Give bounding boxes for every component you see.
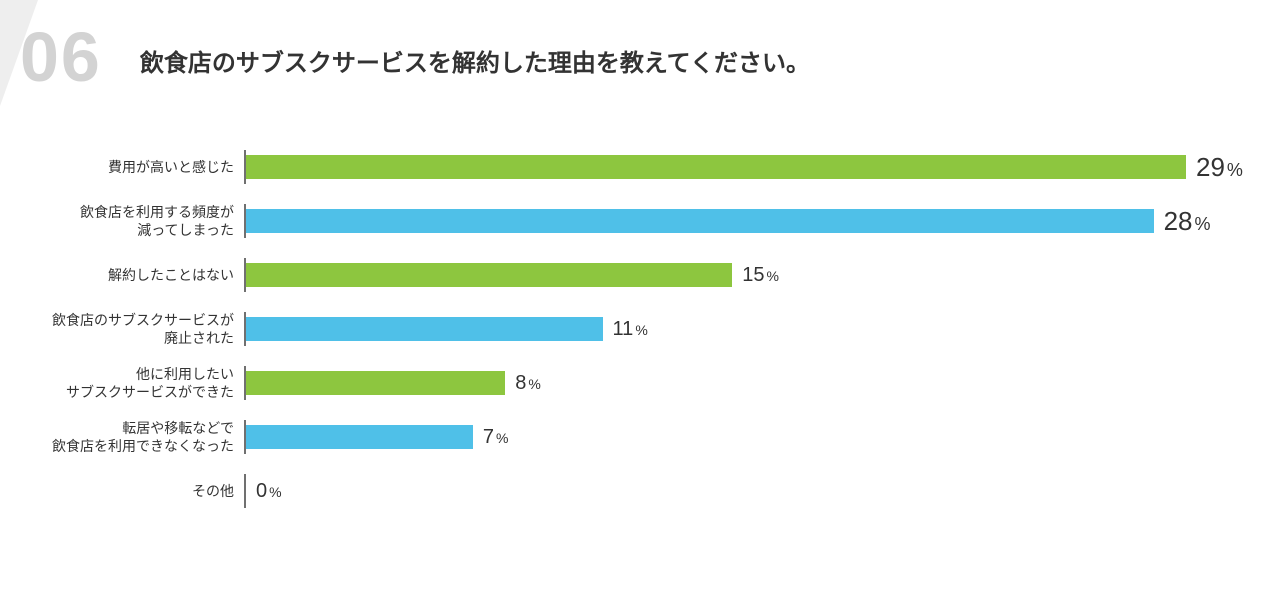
- bar-label: 飲食店のサブスクサービスが 廃止された: [44, 311, 244, 347]
- bar-label: 解約したことはない: [44, 266, 244, 284]
- question-number: 06: [20, 22, 102, 92]
- bar: [246, 371, 505, 395]
- chart-row: 転居や移転などで 飲食店を利用できなくなった 7%: [44, 420, 1244, 454]
- bar-label: 費用が高いと感じた: [44, 158, 244, 176]
- bar-value: 11%: [613, 318, 648, 341]
- bar-value: 0%: [256, 480, 282, 503]
- bar-value: 15%: [742, 264, 779, 287]
- question-title: 飲食店のサブスクサービスを解約した理由を教えてください。: [140, 43, 810, 78]
- chart-row: 費用が高いと感じた 29%: [44, 150, 1244, 184]
- bar-value: 28%: [1164, 206, 1211, 237]
- chart-row: 他に利用したい サブスクサービスができた 8%: [44, 366, 1244, 400]
- chart-row: 飲食店のサブスクサービスが 廃止された 11%: [44, 312, 1244, 346]
- header: 06 飲食店のサブスクサービスを解約した理由を教えてください。: [20, 22, 810, 92]
- bar-label: 飲食店を利用する頻度が 減ってしまった: [44, 203, 244, 239]
- bar: [246, 209, 1154, 233]
- bar: [246, 263, 732, 287]
- bar: [246, 425, 473, 449]
- survey-chart-page: 06 飲食店のサブスクサービスを解約した理由を教えてください。 費用が高いと感じ…: [0, 0, 1280, 614]
- bar: [246, 317, 603, 341]
- bar-label: 他に利用したい サブスクサービスができた: [44, 365, 244, 401]
- bar-track: 29%: [246, 150, 1243, 184]
- bar-track: 28%: [246, 204, 1211, 238]
- bar-track: 8%: [246, 366, 1186, 400]
- bar-track: 11%: [246, 312, 1186, 346]
- bar-label: その他: [44, 482, 244, 500]
- bar: [246, 155, 1186, 179]
- bar-value: 8%: [515, 372, 541, 395]
- bar-label: 転居や移転などで 飲食店を利用できなくなった: [44, 419, 244, 455]
- chart-row: その他 0%: [44, 474, 1244, 508]
- horizontal-bar-chart: 費用が高いと感じた 29% 飲食店を利用する頻度が 減ってしまった 28% 解約したこと…: [44, 150, 1244, 508]
- bar-value: 29%: [1196, 152, 1243, 183]
- bar-track: 7%: [246, 420, 1186, 454]
- bar-track: 0%: [246, 474, 1186, 508]
- chart-row: 解約したことはない 15%: [44, 258, 1244, 292]
- bar-value: 7%: [483, 426, 509, 449]
- bar-track: 15%: [246, 258, 1186, 292]
- chart-row: 飲食店を利用する頻度が 減ってしまった 28%: [44, 204, 1244, 238]
